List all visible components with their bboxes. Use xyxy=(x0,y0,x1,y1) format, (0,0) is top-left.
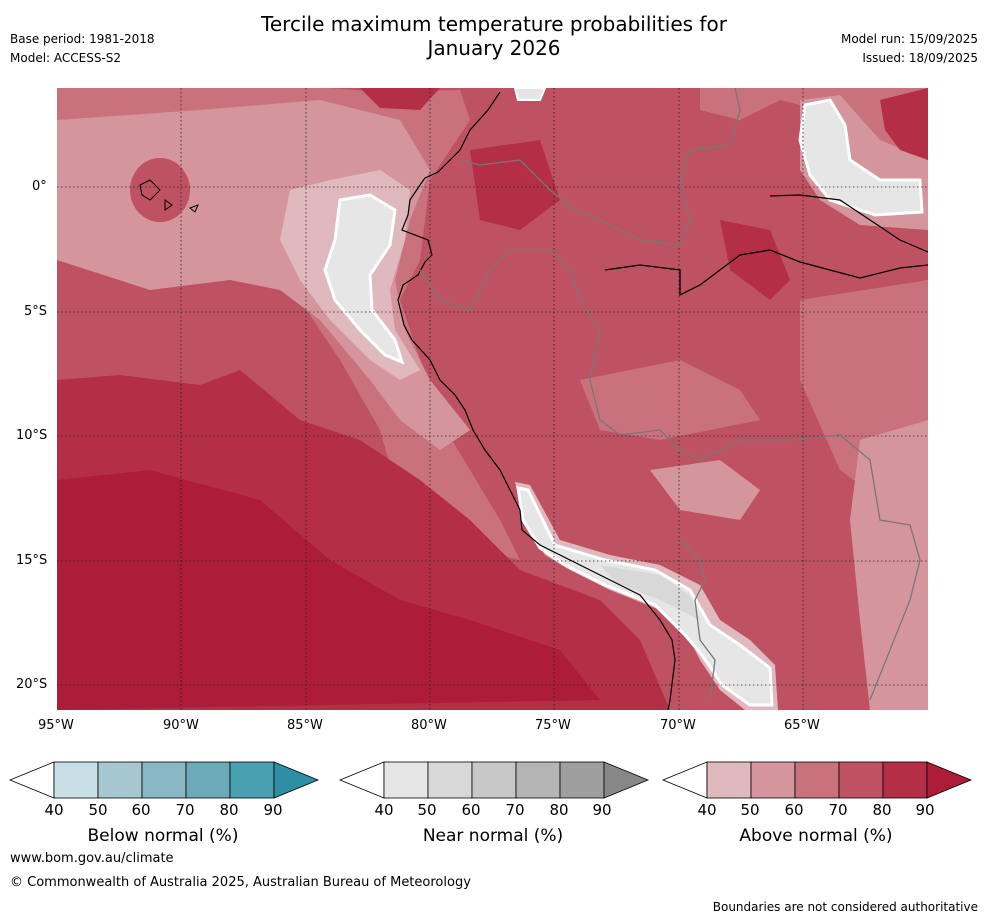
colorbar-0-segment-4 xyxy=(185,761,231,799)
lat-label-0: 0° xyxy=(32,179,47,194)
cbar2-tick-1: 50 xyxy=(740,801,760,819)
cbar1-tick-1: 50 xyxy=(417,801,437,819)
lon-label-65w: 65°W xyxy=(784,718,820,733)
cbar0-tick-0: 40 xyxy=(44,801,64,819)
colorbar-2-segment-3 xyxy=(794,761,840,799)
shade-central-80-90 xyxy=(720,220,790,300)
cbar2-tick-2: 60 xyxy=(784,801,804,819)
colorbar-0-segment-1 xyxy=(53,761,99,799)
colorbar-0-low-extend xyxy=(8,761,55,799)
footer-url: www.bom.gov.au/climate xyxy=(10,851,174,866)
shade-northeast-80-90 xyxy=(880,88,928,160)
near-normal-title: Near normal (%) xyxy=(422,826,564,846)
national-border-south xyxy=(419,249,921,701)
colorbar-1-segment-4 xyxy=(515,761,561,799)
cbar0-tick-5: 90 xyxy=(263,801,283,819)
lon-label-90w: 90°W xyxy=(163,718,199,733)
lat-label-5s: 5°S xyxy=(24,304,48,319)
colorbar-1-segment-5 xyxy=(559,761,605,799)
base-period: Base period: 1981-2018 xyxy=(10,32,155,46)
colorbar-2-segment-2 xyxy=(750,761,796,799)
colorbar-0-segment-5 xyxy=(229,761,275,799)
colorbar-0-segment-2 xyxy=(97,761,143,799)
national-border-chile xyxy=(679,539,716,701)
national-border-north xyxy=(459,88,741,246)
amazon-delta-coast xyxy=(769,194,928,253)
footer-disclaimer: Boundaries are not considered authoritat… xyxy=(712,900,978,914)
colorbar-2-segment-4 xyxy=(838,761,884,799)
cbar0-tick-2: 60 xyxy=(131,801,151,819)
shade-peru-60-70 xyxy=(580,360,760,440)
footer-copyright: © Commonwealth of Australia 2025, Austra… xyxy=(10,875,471,890)
map-title: Tercile maximum temperature probabilitie… xyxy=(0,12,988,60)
cbar0-tick-3: 70 xyxy=(175,801,195,819)
colorbars xyxy=(8,761,973,799)
shade-90-south xyxy=(57,470,600,710)
cbar0-tick-4: 80 xyxy=(219,801,239,819)
cbar1-tick-2: 60 xyxy=(461,801,481,819)
shade-southeast-50-60 xyxy=(850,420,928,710)
lon-label-95w: 95°W xyxy=(38,718,74,733)
cbar2-tick-4: 80 xyxy=(872,801,892,819)
shade-titicaca-50-60 xyxy=(650,460,760,520)
colorbar-2-high-extend xyxy=(926,761,973,799)
graticule xyxy=(57,88,928,710)
lon-label-70w: 70°W xyxy=(660,718,696,733)
near-normal-north xyxy=(798,98,924,217)
colorbar-2-segment-1 xyxy=(706,761,752,799)
colorbar-1-low-extend xyxy=(338,761,385,799)
cbar1-tick-0: 40 xyxy=(374,801,394,819)
lon-label-85w: 85°W xyxy=(287,718,323,733)
colorbar-1-high-extend xyxy=(603,761,650,799)
amazon-river xyxy=(604,249,928,297)
colorbar-1-segment-3 xyxy=(471,761,517,799)
title-line-2: January 2026 xyxy=(427,36,561,60)
cbar2-tick-3: 70 xyxy=(828,801,848,819)
shade-ecuador-80-90 xyxy=(470,140,560,230)
shade-north-80-90 xyxy=(360,88,440,110)
cbar1-tick-4: 80 xyxy=(549,801,569,819)
galapagos-islands xyxy=(139,179,199,213)
cbar2-tick-0: 40 xyxy=(697,801,717,819)
colorbar-2-segment-5 xyxy=(882,761,928,799)
cbar1-tick-5: 90 xyxy=(592,801,612,819)
coastline xyxy=(397,91,676,710)
issued-date: Issued: 18/09/2025 xyxy=(862,51,978,65)
cbar1-tick-3: 70 xyxy=(505,801,525,819)
near-normal-ocean xyxy=(323,193,405,365)
boundaries xyxy=(139,88,928,710)
lon-label-75w: 75°W xyxy=(535,718,571,733)
model-name: Model: ACCESS-S2 xyxy=(10,51,122,65)
colorbar-0-high-extend xyxy=(273,761,320,799)
lat-label-15s: 15°S xyxy=(16,553,48,568)
near-normal-colombia xyxy=(513,88,547,101)
cbar0-tick-1: 50 xyxy=(88,801,108,819)
lat-label-10s: 10°S xyxy=(16,428,48,443)
colorbar-2-low-extend xyxy=(661,761,708,799)
cbar2-tick-5: 90 xyxy=(915,801,935,819)
colorbar-0-segment-3 xyxy=(141,761,187,799)
lat-label-20s: 20°S xyxy=(16,677,48,692)
near-normal-andes-50-60 xyxy=(600,565,700,620)
title-line-1: Tercile maximum temperature probabilitie… xyxy=(261,12,727,36)
lon-label-80w: 80°W xyxy=(411,718,447,733)
below-normal-title: Below normal (%) xyxy=(87,826,239,846)
model-run: Model run: 15/09/2025 xyxy=(840,32,978,46)
map-shading xyxy=(57,88,928,710)
colorbar-1-segment-2 xyxy=(427,761,473,799)
colorbar-1-segment-1 xyxy=(383,761,429,799)
above-normal-title: Above normal (%) xyxy=(739,826,893,846)
